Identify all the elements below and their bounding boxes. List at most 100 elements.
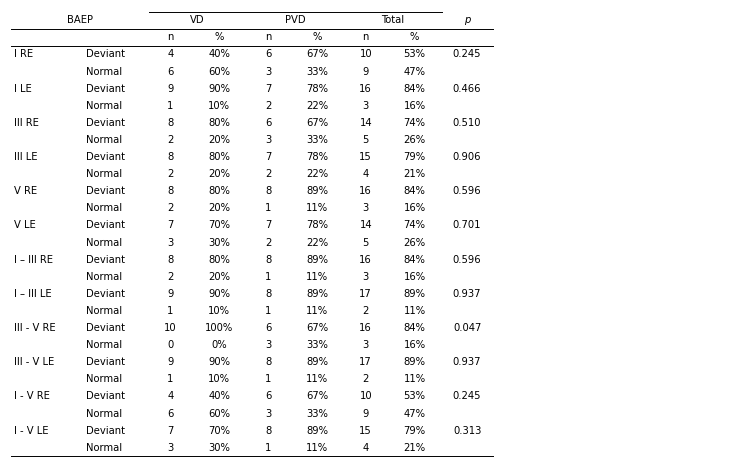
Text: 3: 3 bbox=[265, 135, 271, 145]
Text: 78%: 78% bbox=[306, 152, 328, 162]
Text: 8: 8 bbox=[167, 186, 173, 196]
Text: 0%: 0% bbox=[212, 340, 227, 350]
Text: 4: 4 bbox=[363, 169, 369, 179]
Text: 53%: 53% bbox=[403, 391, 426, 402]
Text: I LE: I LE bbox=[14, 84, 32, 94]
Text: Normal: Normal bbox=[86, 374, 122, 384]
Text: 10%: 10% bbox=[208, 306, 231, 316]
Text: 20%: 20% bbox=[208, 272, 231, 282]
Text: Deviant: Deviant bbox=[86, 426, 125, 436]
Text: Normal: Normal bbox=[86, 409, 122, 418]
Text: 79%: 79% bbox=[403, 152, 426, 162]
Text: 0.596: 0.596 bbox=[453, 186, 481, 196]
Text: 6: 6 bbox=[265, 118, 271, 128]
Text: Normal: Normal bbox=[86, 66, 122, 77]
Text: 1: 1 bbox=[167, 374, 173, 384]
Text: p: p bbox=[464, 15, 470, 25]
Text: 89%: 89% bbox=[403, 357, 426, 367]
Text: 90%: 90% bbox=[208, 357, 231, 367]
Text: 8: 8 bbox=[167, 118, 173, 128]
Text: I - V RE: I - V RE bbox=[14, 391, 50, 402]
Text: 8: 8 bbox=[167, 152, 173, 162]
Text: BAEP: BAEP bbox=[67, 15, 93, 25]
Text: Deviant: Deviant bbox=[86, 50, 125, 59]
Text: %: % bbox=[215, 32, 224, 42]
Text: 2: 2 bbox=[363, 374, 369, 384]
Text: 16: 16 bbox=[360, 323, 372, 333]
Text: 89%: 89% bbox=[306, 289, 328, 299]
Text: 3: 3 bbox=[265, 340, 271, 350]
Text: 1: 1 bbox=[167, 306, 173, 316]
Text: 9: 9 bbox=[167, 357, 173, 367]
Text: %: % bbox=[410, 32, 419, 42]
Text: 2: 2 bbox=[265, 101, 271, 111]
Text: 67%: 67% bbox=[306, 323, 328, 333]
Text: 0.937: 0.937 bbox=[453, 289, 481, 299]
Text: Deviant: Deviant bbox=[86, 255, 125, 264]
Text: 11%: 11% bbox=[306, 443, 328, 453]
Text: 3: 3 bbox=[363, 101, 369, 111]
Text: 11%: 11% bbox=[403, 306, 426, 316]
Text: Normal: Normal bbox=[86, 306, 122, 316]
Text: 89%: 89% bbox=[306, 357, 328, 367]
Text: Deviant: Deviant bbox=[86, 323, 125, 333]
Text: Normal: Normal bbox=[86, 340, 122, 350]
Text: 30%: 30% bbox=[208, 443, 231, 453]
Text: 11%: 11% bbox=[306, 374, 328, 384]
Text: Total: Total bbox=[382, 15, 404, 25]
Text: 11%: 11% bbox=[306, 306, 328, 316]
Text: 10: 10 bbox=[360, 391, 372, 402]
Text: 8: 8 bbox=[265, 289, 271, 299]
Text: Deviant: Deviant bbox=[86, 220, 125, 230]
Text: 33%: 33% bbox=[306, 409, 328, 418]
Text: 89%: 89% bbox=[306, 255, 328, 264]
Text: 47%: 47% bbox=[403, 409, 426, 418]
Text: 4: 4 bbox=[167, 391, 173, 402]
Text: 33%: 33% bbox=[306, 135, 328, 145]
Text: 60%: 60% bbox=[208, 409, 231, 418]
Text: 0.906: 0.906 bbox=[453, 152, 481, 162]
Text: 6: 6 bbox=[265, 391, 271, 402]
Text: 3: 3 bbox=[167, 238, 173, 248]
Text: 30%: 30% bbox=[208, 238, 231, 248]
Text: 0: 0 bbox=[167, 340, 173, 350]
Text: 5: 5 bbox=[363, 135, 369, 145]
Text: 1: 1 bbox=[265, 204, 271, 213]
Text: 16%: 16% bbox=[403, 204, 426, 213]
Text: Normal: Normal bbox=[86, 443, 122, 453]
Text: III - V LE: III - V LE bbox=[14, 357, 55, 367]
Text: Deviant: Deviant bbox=[86, 391, 125, 402]
Text: 80%: 80% bbox=[208, 118, 231, 128]
Text: 7: 7 bbox=[265, 84, 271, 94]
Text: 7: 7 bbox=[167, 220, 173, 230]
Text: 84%: 84% bbox=[403, 323, 426, 333]
Text: 22%: 22% bbox=[306, 238, 328, 248]
Text: 3: 3 bbox=[363, 340, 369, 350]
Text: 11%: 11% bbox=[306, 204, 328, 213]
Text: 2: 2 bbox=[167, 204, 173, 213]
Text: 9: 9 bbox=[167, 289, 173, 299]
Text: 3: 3 bbox=[265, 409, 271, 418]
Text: 47%: 47% bbox=[403, 66, 426, 77]
Text: 2: 2 bbox=[167, 272, 173, 282]
Text: Deviant: Deviant bbox=[86, 84, 125, 94]
Text: 84%: 84% bbox=[403, 255, 426, 264]
Text: 10%: 10% bbox=[208, 101, 231, 111]
Text: 26%: 26% bbox=[403, 135, 426, 145]
Text: V RE: V RE bbox=[14, 186, 38, 196]
Text: I – III RE: I – III RE bbox=[14, 255, 53, 264]
Text: 90%: 90% bbox=[208, 84, 231, 94]
Text: Deviant: Deviant bbox=[86, 289, 125, 299]
Text: 0.245: 0.245 bbox=[453, 391, 481, 402]
Text: 1: 1 bbox=[265, 306, 271, 316]
Text: 20%: 20% bbox=[208, 204, 231, 213]
Text: Normal: Normal bbox=[86, 135, 122, 145]
Text: Deviant: Deviant bbox=[86, 357, 125, 367]
Text: 11%: 11% bbox=[403, 374, 426, 384]
Text: 10: 10 bbox=[360, 50, 372, 59]
Text: 74%: 74% bbox=[403, 118, 426, 128]
Text: 8: 8 bbox=[265, 186, 271, 196]
Text: 6: 6 bbox=[265, 50, 271, 59]
Text: 6: 6 bbox=[167, 66, 173, 77]
Text: %: % bbox=[312, 32, 321, 42]
